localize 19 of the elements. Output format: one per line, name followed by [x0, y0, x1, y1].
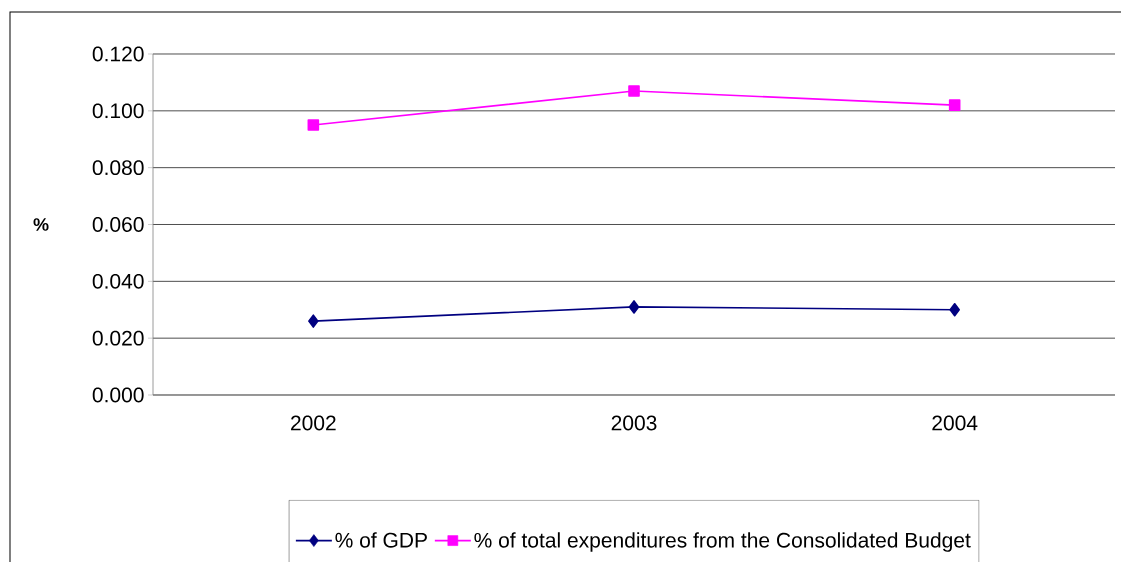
y-tick-label: 0.020: [92, 330, 144, 346]
point: [307, 119, 320, 131]
legend-label: % of GDP: [335, 532, 427, 548]
point: [628, 300, 640, 314]
y-tick-label: 0.040: [92, 273, 144, 289]
x-tick-label: 2004: [932, 415, 978, 431]
y-tick-label: 0.100: [92, 103, 144, 119]
y-tick-label: 0.000: [92, 387, 144, 403]
legend-label: % of total expenditures from the Consolidated Budget: [474, 532, 971, 552]
y-tick-label: 0.080: [92, 160, 144, 176]
point: [949, 302, 960, 317]
point: [628, 85, 640, 97]
x-tick-label: 2002: [291, 415, 336, 431]
point: [308, 314, 319, 328]
y-axis-title: %: [33, 218, 49, 231]
y-tick-label: 0.060: [92, 217, 144, 232]
y-tick-label: 0.120: [92, 46, 144, 62]
point: [948, 99, 961, 111]
x-tick-label: 2003: [611, 415, 657, 431]
